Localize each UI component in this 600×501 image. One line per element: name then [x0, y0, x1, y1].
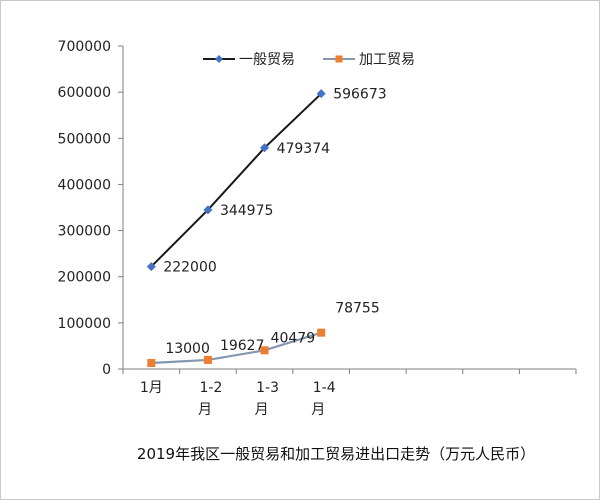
y-tick-label: 300000 — [58, 224, 111, 240]
series-markers — [146, 89, 326, 368]
series-line-1 — [150, 92, 322, 268]
data-label: 13000 — [165, 341, 210, 357]
y-tick-label: 700000 — [58, 39, 111, 55]
series-lines — [150, 92, 322, 365]
data-point — [260, 143, 270, 153]
legend: 一般贸易 加工贸易 — [203, 52, 415, 68]
data-label: 596673 — [333, 87, 386, 103]
data-point — [317, 328, 326, 337]
data-label: 344975 — [220, 203, 273, 219]
data-labels: 222000 344975 479374 596673 13000 19627 40479 7… — [163, 87, 386, 357]
data-label: 40479 — [271, 330, 316, 346]
legend-marker — [215, 55, 223, 63]
y-tick-label: 200000 — [58, 270, 111, 286]
y-tick-label: 400000 — [58, 177, 111, 193]
legend-label: 一般贸易 — [239, 52, 295, 68]
y-axis-ticks: 0 100000 200000 300000 400000 500000 600000 700… — [58, 39, 123, 378]
y-tick-label: 0 — [102, 362, 111, 378]
data-point — [260, 346, 269, 355]
y-tick-label: 500000 — [58, 131, 111, 147]
x-tick-label: 1-2 月 — [198, 380, 222, 418]
series-line-2 — [151, 331, 322, 365]
y-tick-label: 600000 — [58, 85, 111, 101]
data-label: 222000 — [163, 260, 216, 276]
chart-title: 2019年我区一般贸易和加工贸易进出口走势（万元人民币） — [137, 445, 535, 463]
x-tick-label: 1-4 月 — [311, 380, 336, 418]
data-label: 479374 — [277, 141, 331, 157]
data-point — [146, 262, 156, 272]
data-label: 19627 — [220, 338, 265, 354]
y-tick-label: 100000 — [58, 316, 111, 332]
legend-marker — [335, 55, 343, 63]
legend-label: 加工贸易 — [359, 52, 415, 68]
data-point — [147, 359, 156, 368]
x-tick-label: 1月 — [140, 380, 163, 396]
data-point — [203, 355, 212, 364]
data-label: 78755 — [335, 301, 380, 317]
x-axis-ticks: 1月 1-2 月 1-3 月 1-4 月 — [122, 369, 577, 418]
data-point — [203, 205, 213, 215]
x-tick-label: 1-3 月 — [255, 380, 279, 418]
data-point — [316, 89, 326, 99]
